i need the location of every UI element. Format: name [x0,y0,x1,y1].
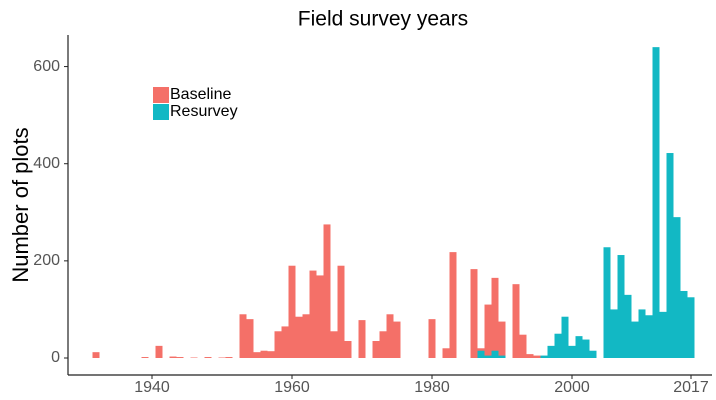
bar [155,345,163,358]
x-tick-label: 1980 [414,379,450,396]
bar [491,277,499,358]
bar [176,357,184,358]
bar [526,354,534,358]
bar [498,321,506,358]
x-tick-label: 1960 [274,379,310,396]
bar [631,321,639,358]
bar [323,224,331,358]
bar [547,345,555,358]
x-tick-label: 1940 [134,379,170,396]
bar [225,357,233,358]
bar [561,316,569,358]
bar [568,345,576,358]
bar [281,326,289,358]
bar [484,304,492,358]
bar [274,331,282,358]
x-tick-label: 2000 [554,379,590,396]
bar [141,357,149,358]
bar [610,309,618,358]
bar [309,270,317,358]
bar [253,352,261,358]
bar [554,333,562,358]
bar [687,297,695,358]
bar [666,153,674,358]
bar [617,255,625,358]
bar [204,357,212,358]
bar [316,275,324,358]
bar [302,314,310,358]
x-tick-label: 2017 [673,379,709,396]
y-tick-label: 600 [33,58,60,75]
bar [638,309,646,358]
bar [659,311,667,358]
bar [246,319,254,358]
bar [169,356,177,358]
legend-label: Resurvey [170,103,238,120]
bar [386,314,394,358]
bar [652,47,660,359]
bar [533,355,541,358]
bar [260,350,268,358]
bar [582,339,590,358]
bar [512,284,520,358]
bar [449,252,457,358]
bar [428,319,436,358]
bar [239,314,247,358]
bar [484,355,492,358]
bar [358,320,366,358]
bar [540,355,548,358]
bar [379,331,387,358]
bar [498,355,506,358]
bar [393,321,401,358]
bar [491,350,499,358]
bar [624,294,632,358]
bar [442,348,450,358]
bar [337,265,345,358]
legend-swatch [153,104,169,120]
y-tick-label: 400 [33,155,60,172]
bar [575,336,583,358]
bar [477,350,485,358]
legend-swatch [153,87,169,103]
legend-label: Baseline [170,86,231,103]
bar [372,341,380,358]
bar [603,247,611,358]
bar [267,351,275,358]
bar [680,290,688,358]
bar [295,316,303,358]
bar [330,331,338,358]
bar [470,269,478,358]
y-axis-label: Number of plots [8,127,33,282]
bar [589,350,597,358]
bar [645,315,653,358]
bar [519,334,527,358]
chart-title: Field survey years [298,8,468,31]
bar [673,217,681,358]
bar [92,352,100,358]
bar [344,341,352,358]
y-tick-label: 0 [51,349,60,366]
bar [288,265,296,358]
y-tick-label: 200 [33,252,60,269]
